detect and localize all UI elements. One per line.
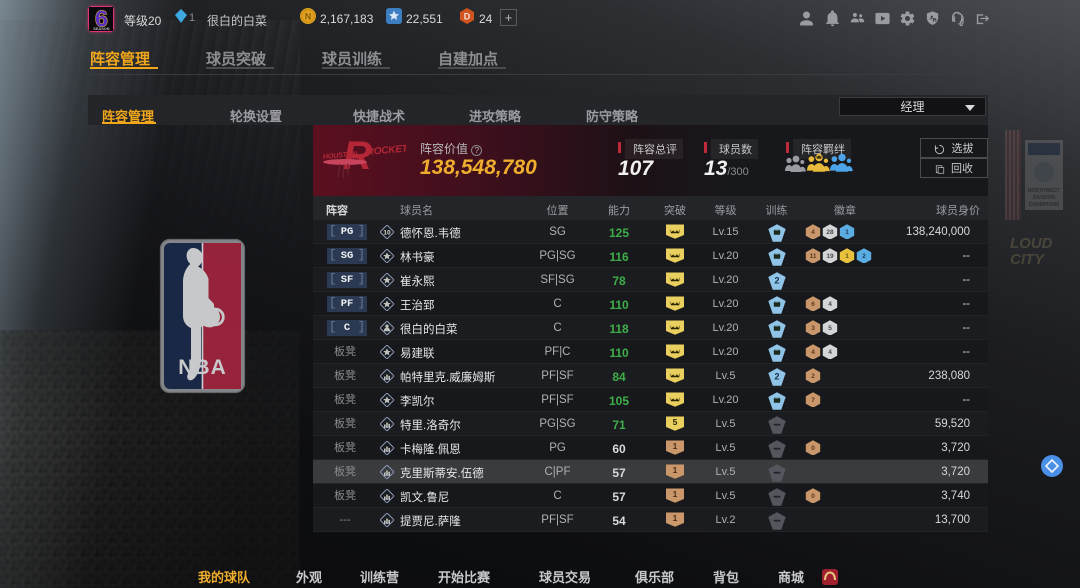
svg-text:DIVISION: DIVISION xyxy=(1033,195,1055,201)
svg-text:2: 2 xyxy=(862,253,866,260)
svg-text:CHAMPIONS: CHAMPIONS xyxy=(1029,202,1060,208)
svg-text:1: 1 xyxy=(673,465,678,475)
svg-text:1: 1 xyxy=(673,441,678,451)
svg-text:4: 4 xyxy=(828,301,832,308)
svg-text:1: 1 xyxy=(845,253,849,260)
svg-text:0: 0 xyxy=(811,445,815,452)
svg-text:NBA: NBA xyxy=(178,356,227,379)
svg-text:7: 7 xyxy=(811,397,815,404)
svg-text:SEASON: SEASON xyxy=(93,27,109,31)
svg-text:ROCKETS: ROCKETS xyxy=(366,143,406,158)
svg-text:4: 4 xyxy=(811,229,815,236)
svg-text:CITY: CITY xyxy=(1010,251,1046,268)
svg-text:5: 5 xyxy=(828,325,832,332)
svg-text:28: 28 xyxy=(826,229,834,236)
svg-text:19: 19 xyxy=(826,253,834,260)
svg-text:2: 2 xyxy=(811,373,815,380)
svg-text:LOUD: LOUD xyxy=(1010,235,1053,252)
svg-text:6: 6 xyxy=(811,301,815,308)
svg-text:4: 4 xyxy=(811,349,815,356)
svg-text:10: 10 xyxy=(383,230,391,237)
svg-text:3: 3 xyxy=(811,325,815,332)
svg-text:5: 5 xyxy=(673,417,678,427)
svg-text:2: 2 xyxy=(774,275,779,285)
svg-text:4: 4 xyxy=(828,349,832,356)
svg-text:2: 2 xyxy=(774,371,779,381)
svg-text:0: 0 xyxy=(811,493,815,500)
svg-text:NORTHWEST: NORTHWEST xyxy=(1028,188,1060,194)
svg-text:1: 1 xyxy=(673,489,678,499)
svg-text:11: 11 xyxy=(810,253,817,260)
svg-text:D: D xyxy=(464,12,471,22)
svg-text:1: 1 xyxy=(845,229,849,236)
svg-text:1: 1 xyxy=(673,513,678,523)
svg-text:N: N xyxy=(305,12,312,22)
